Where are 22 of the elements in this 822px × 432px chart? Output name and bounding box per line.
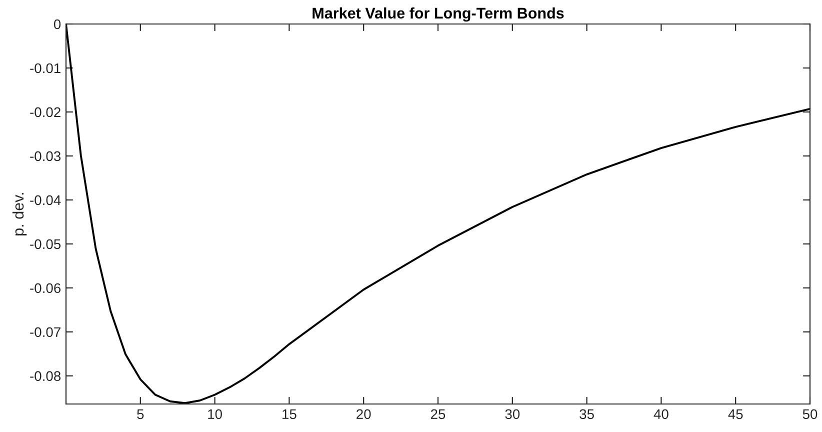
y-tick-label: -0.05 bbox=[30, 239, 61, 250]
y-tick-label: -0.07 bbox=[30, 327, 60, 338]
x-tick-label: 15 bbox=[282, 409, 296, 420]
y-tick-label: -0.03 bbox=[30, 151, 61, 162]
x-tick-label: 45 bbox=[728, 409, 743, 420]
y-tick-label: -0.01 bbox=[30, 63, 60, 74]
x-tick-label: 25 bbox=[430, 409, 446, 420]
x-tick-label: 10 bbox=[208, 409, 222, 420]
y-axis-title: p. dev. bbox=[12, 193, 27, 236]
x-tick-label: 50 bbox=[802, 409, 818, 420]
x-tick-label: 5 bbox=[137, 409, 144, 420]
y-tick-label: -0.04 bbox=[30, 195, 61, 206]
line-series bbox=[66, 24, 810, 404]
y-tick-label: -0.02 bbox=[30, 107, 60, 118]
chart-title: Market Value for Long-Term Bonds bbox=[312, 7, 564, 22]
x-tick-label: 35 bbox=[580, 409, 594, 420]
x-tick-label: 40 bbox=[654, 409, 668, 420]
y-tick-label: -0.08 bbox=[30, 371, 61, 382]
y-tick-label: -0.06 bbox=[30, 283, 61, 294]
x-tick-label: 30 bbox=[505, 409, 520, 420]
y-tick-label: 0 bbox=[54, 19, 61, 30]
x-tick-label: 20 bbox=[356, 409, 371, 420]
